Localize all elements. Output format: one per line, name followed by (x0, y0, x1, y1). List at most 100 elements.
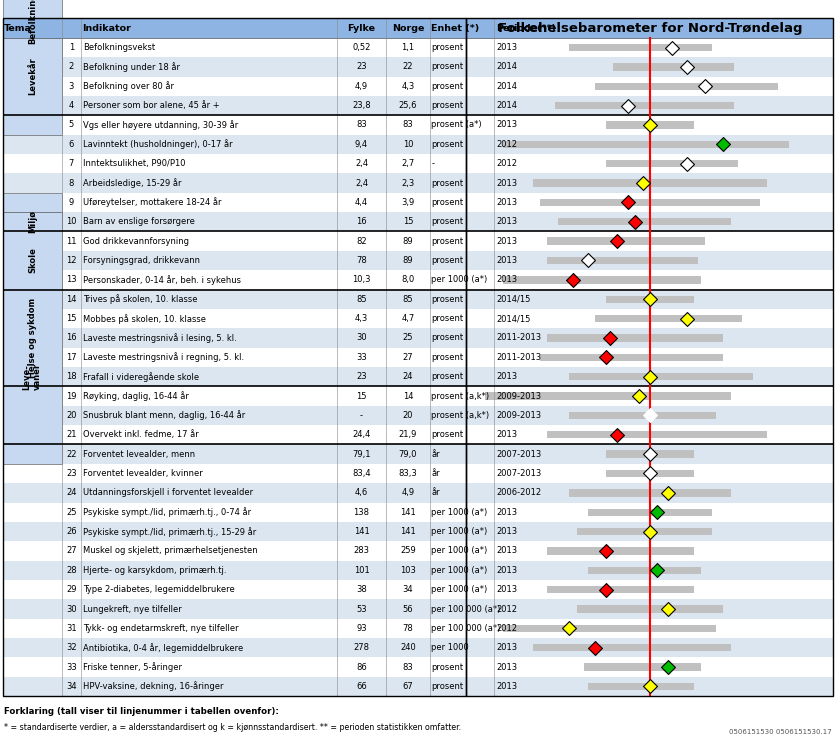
Text: per 1000 (a*): per 1000 (a*) (431, 585, 487, 594)
Text: 23,8: 23,8 (352, 101, 371, 110)
Text: 89: 89 (403, 236, 413, 245)
Bar (3, 212, 63, 464)
Bar (466, 367, 833, 386)
Text: Arbeidsledige, 15-29 år: Arbeidsledige, 15-29 år (83, 178, 181, 188)
Text: 24: 24 (403, 372, 413, 381)
Point (650, 565, 664, 576)
Text: Snusbruk blant menn, daglig, 16-44 år: Snusbruk blant menn, daglig, 16-44 år (83, 410, 245, 420)
Bar (466, 174, 833, 193)
Bar (466, 483, 833, 503)
Text: 30: 30 (66, 605, 77, 613)
Text: 4,3: 4,3 (401, 82, 415, 91)
Bar (466, 38, 833, 57)
Bar (3, 483, 466, 503)
Text: 8,0: 8,0 (401, 276, 415, 285)
Bar (3, 522, 466, 541)
Text: Helse og sykdom: Helse og sykdom (28, 298, 37, 378)
Text: 85: 85 (356, 295, 367, 304)
Bar (466, 347, 833, 367)
Point (636, 177, 650, 189)
Text: Muskel og skjelett, primærhelsetjenesten: Muskel og skjelett, primærhelsetjenesten (83, 546, 257, 556)
Bar (533, 644, 731, 651)
Text: 2012: 2012 (496, 605, 517, 613)
Bar (606, 451, 694, 457)
Text: 2007-2013: 2007-2013 (496, 449, 542, 459)
Text: Tema: Tema (4, 24, 32, 33)
Text: 103: 103 (400, 566, 416, 575)
Text: 2,3: 2,3 (401, 179, 415, 188)
Text: HPV-vaksine, dekning, 16-åringer: HPV-vaksine, dekning, 16-åringer (83, 681, 223, 692)
Text: 2012: 2012 (496, 159, 517, 168)
Text: Laveste mestringsnivå i regning, 5. kl.: Laveste mestringsnivå i regning, 5. kl. (83, 353, 244, 362)
Text: Laveste mestringsnivå i lesing, 5. kl.: Laveste mestringsnivå i lesing, 5. kl. (83, 333, 237, 343)
Text: 283: 283 (354, 546, 370, 556)
Point (566, 274, 579, 286)
Text: 278: 278 (354, 643, 370, 653)
Text: 2013: 2013 (496, 179, 517, 188)
Text: 15: 15 (356, 392, 367, 401)
Text: 9: 9 (69, 198, 74, 207)
Bar (606, 121, 694, 129)
Text: 4,6: 4,6 (354, 488, 368, 497)
Bar (466, 212, 833, 231)
Text: Periode(**): Periode(**) (496, 24, 556, 33)
Bar (3, 677, 466, 696)
Bar (548, 257, 698, 264)
Bar (466, 425, 833, 444)
Text: Vgs eller høyere utdanning, 30-39 år: Vgs eller høyere utdanning, 30-39 år (83, 120, 238, 130)
Bar (466, 619, 833, 638)
Text: Forsyningsgrad, drikkevann: Forsyningsgrad, drikkevann (83, 256, 200, 265)
Point (716, 138, 730, 150)
Text: Lungekreft, nye tilfeller: Lungekreft, nye tilfeller (83, 605, 182, 613)
Bar (3, 580, 466, 599)
Text: 29: 29 (66, 585, 77, 594)
Text: prosent: prosent (431, 140, 463, 149)
Bar (584, 664, 701, 671)
Text: 141: 141 (400, 527, 415, 536)
Text: 78: 78 (403, 624, 414, 633)
Bar (554, 102, 734, 109)
Text: 13: 13 (66, 276, 77, 285)
Text: 2013: 2013 (496, 372, 517, 381)
Bar (3, 115, 466, 134)
Text: 2013: 2013 (496, 566, 517, 575)
Text: Røyking, daglig, 16-44 år: Røyking, daglig, 16-44 år (83, 391, 189, 401)
Text: Befolkning under 18 år: Befolkning under 18 år (83, 62, 180, 72)
Text: prosent: prosent (431, 333, 463, 342)
Text: 33: 33 (66, 663, 77, 672)
Text: 2: 2 (69, 62, 74, 72)
Text: prosent (a*): prosent (a*) (431, 120, 482, 129)
Bar (503, 140, 789, 148)
Bar (3, 347, 63, 406)
Text: 23: 23 (356, 372, 367, 381)
Bar (466, 77, 833, 96)
Text: 33: 33 (356, 353, 367, 362)
Text: Folkehelsebarometer for Nord-Trøndelag: Folkehelsebarometer for Nord-Trøndelag (497, 21, 803, 35)
Text: 101: 101 (354, 566, 370, 575)
Text: 2011-2013: 2011-2013 (496, 333, 541, 342)
Point (621, 197, 635, 208)
Text: Forventet levealder, menn: Forventet levealder, menn (83, 449, 196, 459)
Text: 1,1: 1,1 (401, 43, 415, 52)
Text: 0506151530 0506151530.17: 0506151530 0506151530.17 (729, 729, 832, 735)
Text: 8: 8 (69, 179, 74, 188)
Bar (3, 347, 466, 367)
Text: 22: 22 (403, 62, 413, 72)
Text: 259: 259 (400, 546, 415, 556)
Point (581, 254, 594, 266)
Point (632, 390, 645, 402)
Text: 4,4: 4,4 (355, 198, 368, 207)
Bar (3, 444, 466, 464)
Bar (466, 115, 833, 134)
Text: 20: 20 (66, 411, 77, 420)
Text: per 1000 (a*): per 1000 (a*) (431, 546, 487, 556)
Text: 2,4: 2,4 (355, 159, 368, 168)
Text: 19: 19 (66, 392, 77, 401)
Text: 10: 10 (403, 140, 413, 149)
Text: 10: 10 (66, 217, 77, 226)
Text: Psykiske sympt./lid, primærh.tj., 0-74 år: Psykiske sympt./lid, primærh.tj., 0-74 å… (83, 507, 252, 517)
Text: Enhet (*): Enhet (*) (431, 24, 480, 33)
Bar (569, 489, 731, 497)
Bar (3, 658, 466, 677)
Bar (466, 328, 833, 347)
